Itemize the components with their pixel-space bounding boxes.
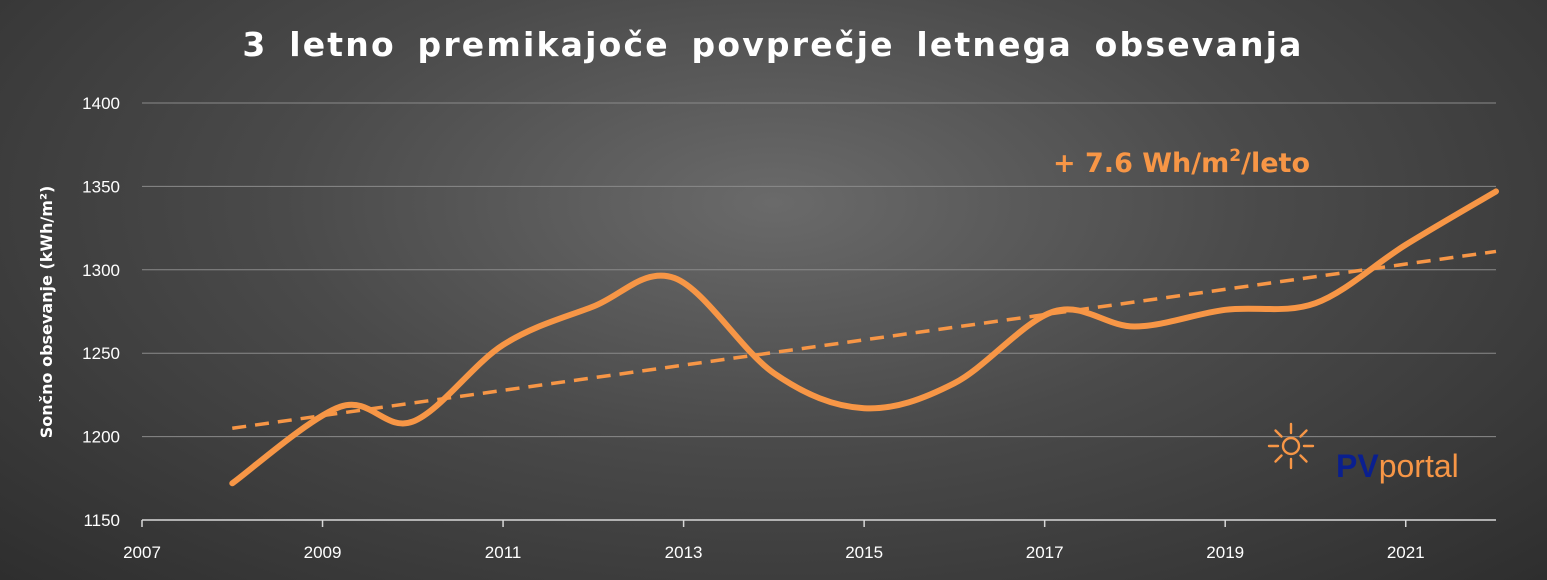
x-tick-label: 2017 <box>1026 543 1064 562</box>
x-tick-label: 2011 <box>485 543 522 562</box>
trend-annotation-prefix: + 7.6 Wh/m <box>1053 148 1229 179</box>
x-tick-label: 2013 <box>665 543 703 562</box>
pvportal-logo: PVportal <box>1267 422 1459 484</box>
x-tick-label: 2009 <box>304 543 342 562</box>
y-axis-label: Sončno obsevanje (kWh/m²) <box>37 186 56 439</box>
trend-annotation: + 7.6 Wh/m2/leto <box>1053 146 1310 179</box>
x-tick-label: 2007 <box>123 543 161 562</box>
logo-text-portal: portal <box>1379 448 1459 484</box>
x-tick-label: 2021 <box>1387 543 1425 562</box>
svg-text:PVportal: PVportal <box>1336 448 1459 484</box>
trend-annotation-sup: 2 <box>1229 146 1241 166</box>
moving-average-line <box>229 188 1499 487</box>
x-axis: 2007 2009 2011 2013 2015 2017 2019 2021 <box>123 519 1496 562</box>
chart-title: 3 letno premikajoče povprečje letnega ob… <box>242 25 1303 64</box>
y-tick-label: 1400 <box>82 94 120 113</box>
grid-lines <box>142 102 1496 438</box>
y-tick-label: 1350 <box>82 177 120 196</box>
y-tick-labels: 1150 1200 1250 1300 1350 1400 <box>82 94 120 530</box>
trend-annotation-suffix: /leto <box>1241 148 1310 179</box>
x-tick-label: 2015 <box>845 543 883 562</box>
y-tick-label: 1300 <box>82 261 120 280</box>
y-tick-label: 1150 <box>83 511 120 530</box>
sun-icon <box>1267 422 1315 470</box>
y-tick-label: 1250 <box>82 344 120 363</box>
x-tick-label: 2019 <box>1206 543 1244 562</box>
logo-text-pv: PV <box>1336 448 1379 484</box>
trend-line <box>232 249 1497 430</box>
y-tick-label: 1200 <box>82 428 120 447</box>
